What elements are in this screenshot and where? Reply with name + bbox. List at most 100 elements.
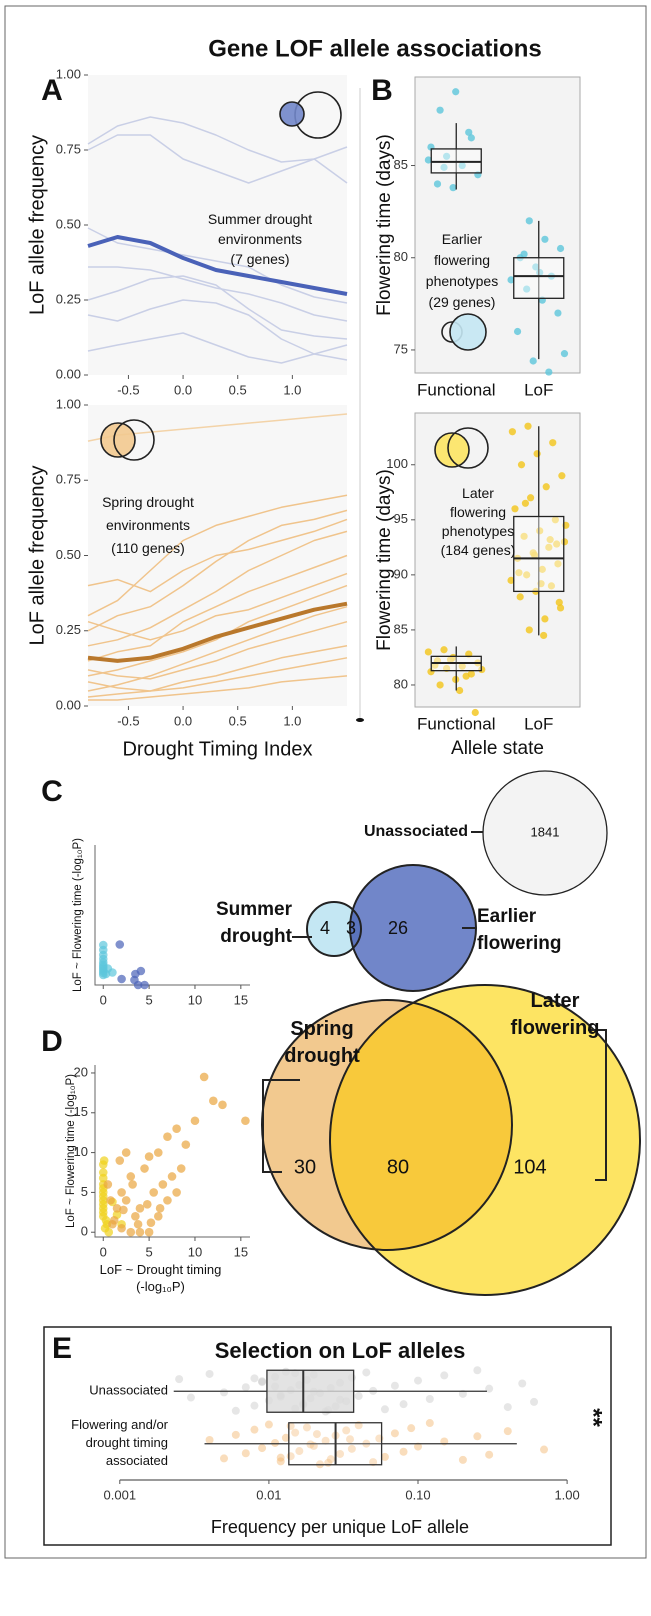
point: [346, 1435, 355, 1444]
y-tick-label: 0.25: [56, 622, 81, 637]
point: [199, 1072, 209, 1082]
point: [347, 1444, 356, 1453]
icon: [113, 419, 155, 461]
region-count: 104: [513, 1156, 546, 1178]
point: [181, 1140, 191, 1149]
region-count: 3: [346, 918, 356, 938]
point: [516, 593, 524, 601]
point: [258, 1378, 267, 1387]
point: [241, 1116, 250, 1126]
point: [524, 422, 532, 430]
point: [276, 1457, 285, 1466]
panel-letter: E: [52, 1332, 72, 1365]
point: [172, 1124, 181, 1134]
set-label: Earlier flowering: [477, 906, 561, 954]
point: [530, 1397, 539, 1406]
point: [503, 1403, 512, 1412]
x-tick-label: -0.5: [117, 382, 139, 397]
point: [427, 668, 435, 676]
y-tick-label: 0.00: [56, 366, 81, 381]
point: [436, 681, 444, 689]
point: [547, 582, 556, 590]
unassociated-count: 1841: [531, 824, 560, 839]
point: [560, 538, 569, 546]
point: [541, 615, 549, 623]
point: [336, 1449, 345, 1458]
x-tick-label: 0.0: [174, 382, 192, 397]
point: [250, 1425, 259, 1434]
panel-letter: C: [41, 775, 63, 808]
point: [556, 604, 565, 612]
leader: [262, 1079, 300, 1173]
set-label: Later flowering: [511, 990, 600, 1039]
point: [465, 128, 473, 136]
point: [456, 686, 464, 695]
y-tick-label: 10: [74, 1144, 88, 1159]
point: [155, 1204, 165, 1213]
point: [558, 472, 566, 480]
set-label: Spring drought: [284, 1018, 360, 1067]
point: [258, 1444, 267, 1453]
point: [115, 940, 125, 949]
y-tick-label: 80: [394, 676, 408, 691]
point: [142, 1200, 152, 1209]
x-tick-label: 1.00: [554, 1487, 579, 1502]
figure-border: [4, 5, 647, 1559]
line-series: [87, 227, 348, 304]
line-series: [87, 605, 348, 692]
point: [529, 357, 537, 365]
figure-title: Gene LOF allele associations: [208, 35, 541, 62]
line-series: [87, 530, 348, 647]
point: [209, 1096, 218, 1106]
point: [103, 1180, 113, 1189]
point: [542, 483, 550, 491]
point: [407, 1424, 416, 1433]
icon: [434, 432, 470, 468]
point: [281, 1433, 290, 1442]
point: [523, 285, 531, 293]
y-tick-label: 80: [394, 249, 408, 264]
line-series: [87, 620, 348, 680]
point: [446, 656, 455, 664]
point: [264, 1420, 273, 1429]
point: [302, 1423, 311, 1432]
x-tick-label: LoF: [524, 714, 553, 733]
point: [414, 1442, 423, 1451]
x-tick-label: 5: [145, 992, 152, 1007]
y-tick-label: 0.75: [56, 472, 81, 487]
point: [117, 974, 126, 984]
point: [175, 1375, 184, 1384]
point: [117, 1223, 126, 1233]
point: [153, 1148, 163, 1157]
point: [525, 626, 533, 634]
set-outline: [329, 984, 641, 1296]
point: [546, 536, 554, 544]
point: [458, 161, 466, 170]
point: [536, 527, 544, 535]
x-tick-label: 10: [188, 1244, 202, 1259]
x-tick-label: 0.01: [256, 1487, 281, 1502]
point: [380, 1405, 389, 1414]
point: [549, 439, 557, 447]
point: [98, 970, 108, 980]
line-series: [87, 134, 348, 184]
y-tick-label: 0.50: [56, 547, 81, 562]
x-axis-label: Drought Timing Index: [122, 738, 312, 760]
x-tick-label: LoF: [524, 380, 553, 399]
point: [485, 1450, 494, 1459]
region-count: 80: [387, 1156, 409, 1178]
point: [218, 1100, 227, 1110]
point: [140, 980, 149, 990]
point: [380, 1452, 389, 1461]
x-axis-label: Frequency per unique LoF allele: [211, 1517, 469, 1537]
point: [536, 268, 544, 277]
y-tick-label: 0.00: [56, 697, 81, 712]
y-axis-label: LoF ~ Flowering time (-log₁₀P): [65, 1074, 77, 1228]
box: [513, 515, 565, 593]
point: [424, 648, 432, 656]
point: [271, 1438, 280, 1447]
point: [250, 1374, 259, 1383]
point: [220, 1454, 229, 1463]
y-tick-label: 90: [394, 566, 408, 581]
point: [554, 560, 562, 568]
